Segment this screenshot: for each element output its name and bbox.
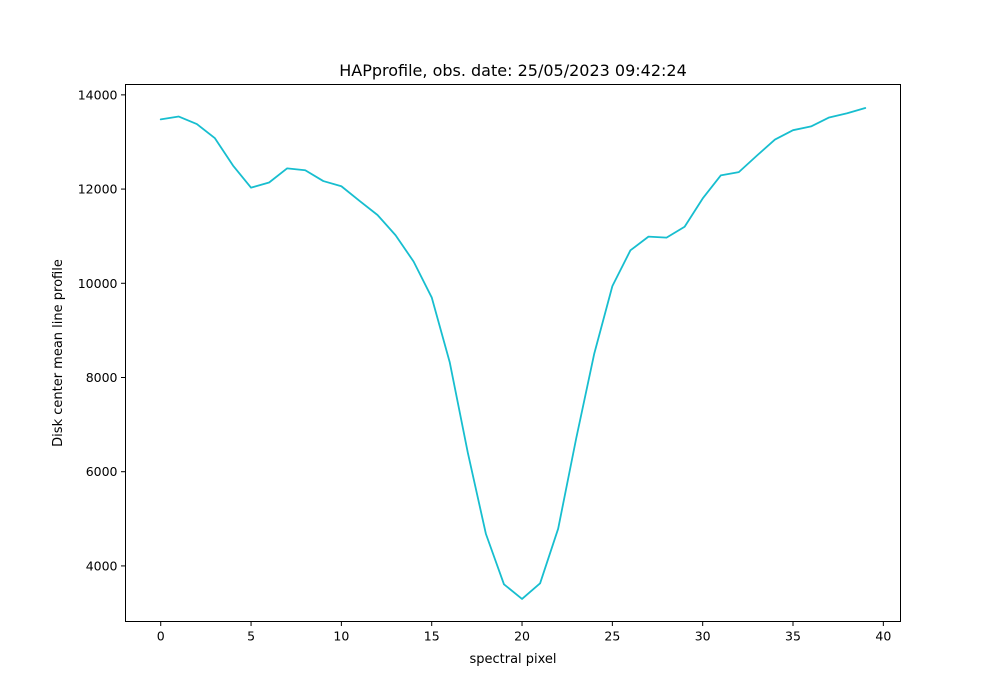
x-tick-label: 25 <box>604 629 620 644</box>
x-axis: 0 5 10 15 20 25 30 35 40 <box>157 621 891 644</box>
x-axis-label: spectral pixel <box>469 652 556 667</box>
x-tick-label: 0 <box>157 629 165 644</box>
series-line <box>159 107 867 600</box>
y-axis-label: Disk center mean line profile <box>51 259 66 447</box>
y-tick-label: 6000 <box>86 464 118 479</box>
x-tick-label: 10 <box>333 629 349 644</box>
x-tick-label: 20 <box>514 629 530 644</box>
x-tick-label: 35 <box>785 629 801 644</box>
chart-title: HAPprofile, obs. date: 25/05/2023 09:42:… <box>339 61 687 80</box>
plot-frame <box>125 84 901 622</box>
plot-area <box>159 107 867 600</box>
y-axis: 4000 6000 8000 10000 12000 14000 <box>78 87 126 573</box>
y-tick-label: 10000 <box>78 276 118 291</box>
y-tick-label: 8000 <box>86 370 118 385</box>
x-tick-label: 5 <box>247 629 255 644</box>
x-tick-label: 15 <box>424 629 440 644</box>
x-tick-label: 40 <box>875 629 891 644</box>
y-tick-label: 4000 <box>86 558 118 573</box>
x-tick-label: 30 <box>695 629 711 644</box>
y-tick-label: 12000 <box>78 182 118 197</box>
y-tick-label: 14000 <box>78 87 118 102</box>
